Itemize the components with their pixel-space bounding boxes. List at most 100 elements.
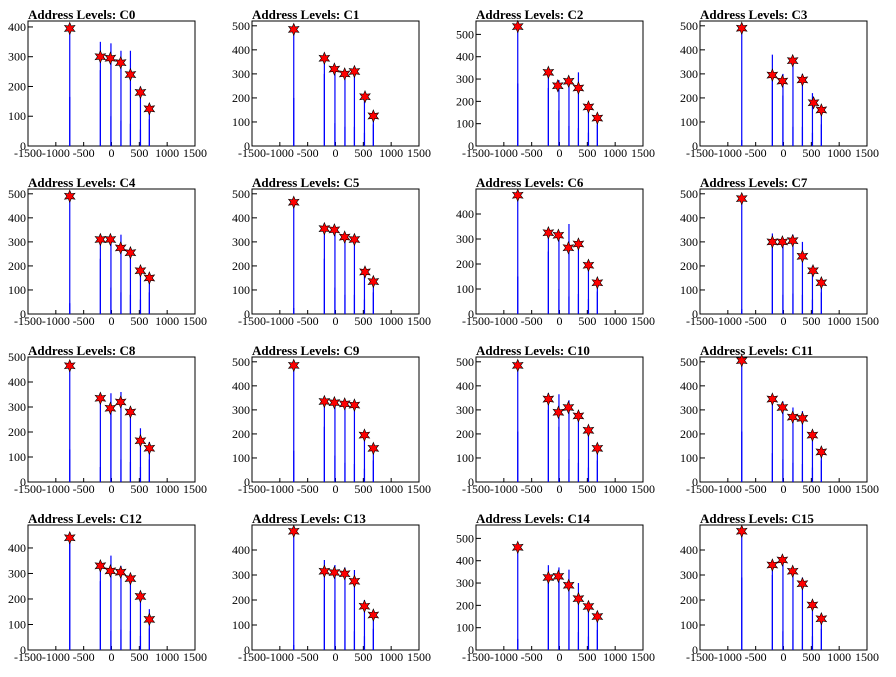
x-tick-label: -1500 bbox=[14, 146, 42, 160]
peak-star-marker bbox=[591, 111, 604, 125]
peak-star-marker bbox=[134, 589, 147, 604]
peak-star-marker bbox=[338, 67, 351, 81]
y-tick-label: 0 bbox=[20, 643, 26, 657]
peak-star-marker bbox=[562, 400, 575, 415]
y-tick-label: 200 bbox=[456, 94, 474, 108]
y-tick-label: 200 bbox=[680, 91, 698, 105]
peak-star-marker bbox=[63, 358, 76, 373]
x-tick-label: -500 bbox=[521, 314, 543, 328]
y-tick-label: 100 bbox=[456, 621, 474, 635]
x-tick-label: 1000 bbox=[155, 146, 179, 160]
x-tick-label: -1500 bbox=[462, 146, 490, 160]
y-tick-label: 100 bbox=[456, 451, 474, 465]
peak-star-marker bbox=[542, 570, 555, 585]
peak-star-marker bbox=[143, 441, 156, 456]
peak-star-marker bbox=[786, 53, 799, 68]
x-tick-label: 1500 bbox=[631, 650, 655, 664]
peak-star-marker bbox=[367, 441, 380, 456]
peak-star-marker bbox=[511, 358, 524, 373]
x-tick-label: -1500 bbox=[14, 650, 42, 664]
y-tick-label: 300 bbox=[680, 403, 698, 417]
x-tick-label: 0 bbox=[333, 650, 339, 664]
x-tick-label: -1000 bbox=[490, 650, 518, 664]
peak-star-marker bbox=[735, 524, 748, 539]
x-tick-label: 0 bbox=[557, 482, 563, 496]
peak-star-marker bbox=[358, 428, 371, 442]
peak-star-marker bbox=[134, 85, 147, 100]
chart-panel: Address Levels: C13 0 100 200 300 400 -1500 -10… bbox=[232, 511, 431, 664]
x-tick-label: -500 bbox=[521, 482, 543, 496]
x-tick-label: -500 bbox=[745, 482, 767, 496]
y-tick-label: 400 bbox=[456, 554, 474, 568]
peak-star-marker bbox=[328, 565, 341, 580]
peak-star-marker bbox=[328, 223, 341, 237]
x-tick-label: 0 bbox=[109, 650, 115, 664]
x-tick-label: -1500 bbox=[14, 314, 42, 328]
y-tick-label: 0 bbox=[244, 139, 250, 153]
x-tick-label: -1000 bbox=[42, 314, 70, 328]
chart-title: Address Levels: C9 bbox=[252, 343, 360, 358]
x-tick-label: -1000 bbox=[490, 314, 518, 328]
chart-title: Address Levels: C15 bbox=[700, 511, 814, 526]
chart-panel: Address Levels: C70100200300400500-1500-… bbox=[680, 175, 879, 328]
peak-star-marker bbox=[572, 591, 585, 606]
peak-star-marker bbox=[318, 394, 331, 409]
y-tick-label: 0 bbox=[244, 307, 250, 321]
x-tick-label: 0 bbox=[109, 146, 115, 160]
x-tick-label: 1500 bbox=[855, 650, 879, 664]
chart-title: Address Levels: C7 bbox=[700, 175, 808, 190]
x-tick-label: 1500 bbox=[631, 146, 655, 160]
peak-star-marker bbox=[143, 102, 156, 116]
y-tick-label: 500 bbox=[680, 187, 698, 201]
peak-star-marker bbox=[776, 74, 789, 88]
peak-star-marker bbox=[348, 574, 361, 589]
peak-star-marker bbox=[815, 611, 828, 626]
peak-star-marker bbox=[806, 598, 819, 612]
peak-star-marker bbox=[104, 401, 117, 416]
peak-star-marker bbox=[328, 395, 341, 410]
peak-star-marker bbox=[104, 51, 117, 65]
x-tick-label: -1000 bbox=[42, 482, 70, 496]
peak-star-marker bbox=[591, 609, 604, 624]
peak-star-marker bbox=[552, 405, 565, 420]
peak-star-marker bbox=[815, 445, 828, 459]
x-tick-label: 1500 bbox=[855, 482, 879, 496]
y-tick-label: 0 bbox=[692, 643, 698, 657]
y-tick-label: 100 bbox=[680, 115, 698, 129]
peak-star-marker bbox=[511, 540, 524, 555]
x-tick-label: -500 bbox=[521, 650, 543, 664]
peak-star-marker bbox=[796, 576, 809, 591]
peak-star-marker bbox=[348, 398, 361, 412]
y-tick-label: 0 bbox=[20, 139, 26, 153]
peak-star-marker bbox=[572, 237, 585, 251]
chart-title: Address Levels: C6 bbox=[476, 175, 584, 190]
x-tick-label: 1000 bbox=[155, 650, 179, 664]
x-tick-label: -500 bbox=[745, 650, 767, 664]
peak-star-marker bbox=[104, 232, 117, 247]
x-tick-label: 500 bbox=[578, 482, 596, 496]
x-tick-label: 1000 bbox=[603, 146, 627, 160]
peak-star-marker bbox=[582, 258, 595, 273]
x-tick-label: -1500 bbox=[14, 482, 42, 496]
x-tick-label: 0 bbox=[333, 314, 339, 328]
y-tick-label: 100 bbox=[456, 282, 474, 296]
y-tick-label: 200 bbox=[8, 425, 26, 439]
y-tick-label: 200 bbox=[232, 91, 250, 105]
x-tick-label: -1500 bbox=[238, 314, 266, 328]
y-tick-label: 200 bbox=[232, 427, 250, 441]
y-tick-label: 400 bbox=[456, 207, 474, 221]
y-tick-label: 300 bbox=[232, 235, 250, 249]
y-tick-label: 100 bbox=[232, 618, 250, 632]
y-tick-label: 400 bbox=[8, 20, 26, 34]
y-tick-label: 200 bbox=[456, 427, 474, 441]
y-tick-label: 200 bbox=[456, 257, 474, 271]
x-tick-label: 1500 bbox=[183, 650, 207, 664]
peak-star-marker bbox=[114, 55, 127, 70]
x-tick-label: 1500 bbox=[407, 146, 431, 160]
y-tick-label: 100 bbox=[232, 451, 250, 465]
x-tick-label: -1500 bbox=[238, 650, 266, 664]
x-tick-label: 500 bbox=[130, 482, 148, 496]
x-tick-label: -500 bbox=[521, 146, 543, 160]
y-tick-label: 100 bbox=[232, 115, 250, 129]
x-tick-label: -1500 bbox=[462, 314, 490, 328]
